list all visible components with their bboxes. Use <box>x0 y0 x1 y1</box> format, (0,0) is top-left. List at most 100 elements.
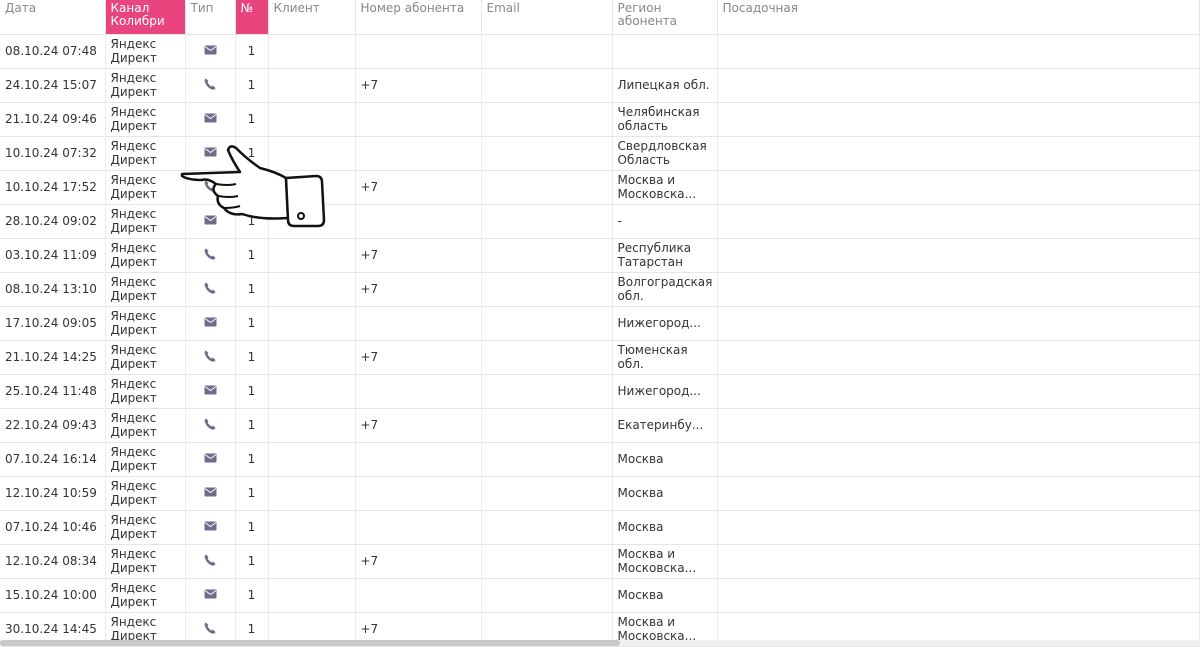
client-cell <box>268 34 356 69</box>
date-cell: 03.10.24 11:09 <box>0 238 106 273</box>
region-cell: Нижегород... <box>612 306 718 341</box>
count-cell: 1 <box>235 102 269 137</box>
column-header[interactable]: № <box>235 0 269 35</box>
column-header[interactable]: Посадочная <box>717 0 1200 35</box>
client-cell <box>268 408 356 443</box>
phone-icon <box>204 622 216 637</box>
table-row[interactable]: 03.10.24 11:09 Яндекс Директ 1 +7 Республика… <box>0 238 1200 273</box>
type-cell <box>185 476 236 511</box>
landing-cell <box>717 238 1200 273</box>
phone-icon <box>204 78 216 93</box>
email-cell <box>481 510 613 545</box>
email-cell <box>481 408 613 443</box>
type-cell <box>185 272 236 307</box>
email-cell <box>481 272 613 307</box>
column-header[interactable]: Клиент <box>268 0 356 35</box>
region-cell: Республика Татарстан <box>612 238 718 273</box>
table-row[interactable]: 08.10.24 13:10 Яндекс Директ 1 +7 Волгоградс… <box>0 272 1200 307</box>
mail-icon <box>204 384 217 398</box>
scrollbar-thumb[interactable] <box>0 640 620 646</box>
type-cell <box>185 544 236 579</box>
table-row[interactable]: 21.10.24 14:25 Яндекс Директ 1 +7 Тюменская … <box>0 340 1200 375</box>
channel-cell: Яндекс Директ <box>105 102 186 137</box>
column-header[interactable]: Регион абонента <box>612 0 718 35</box>
type-cell <box>185 510 236 545</box>
table-row[interactable]: 12.10.24 10:59 Яндекс Директ 1 Москва <box>0 476 1200 511</box>
phone-cell <box>355 102 482 137</box>
date-cell: 28.10.24 09:02 <box>0 204 106 239</box>
channel-cell: Яндекс Директ <box>105 238 186 273</box>
phone-icon <box>204 554 216 569</box>
region-cell: Челябинская область <box>612 102 718 137</box>
client-cell <box>268 510 356 545</box>
table-row[interactable]: 25.10.24 11:48 Яндекс Директ 1 Нижегород... <box>0 374 1200 409</box>
column-header[interactable]: Номер абонента <box>355 0 482 35</box>
region-cell: Тюменская обл. <box>612 340 718 375</box>
landing-cell <box>717 136 1200 171</box>
table-row[interactable]: 15.10.24 10:00 Яндекс Директ 1 Москва <box>0 578 1200 613</box>
table-row[interactable]: 21.10.24 09:46 Яндекс Директ 1 Челябинская … <box>0 102 1200 137</box>
landing-cell <box>717 306 1200 341</box>
count-cell: 1 <box>235 340 269 375</box>
scrollbar[interactable] <box>0 640 1200 646</box>
column-header[interactable]: Email <box>481 0 613 35</box>
type-cell <box>185 374 236 409</box>
table-row[interactable]: 17.10.24 09:05 Яндекс Директ 1 Нижегород... <box>0 306 1200 341</box>
phone-icon <box>204 350 216 365</box>
count-cell: 1 <box>235 68 269 103</box>
table-row[interactable]: 07.10.24 16:14 Яндекс Директ 1 Москва <box>0 442 1200 477</box>
email-cell <box>481 340 613 375</box>
landing-cell <box>717 34 1200 69</box>
landing-cell <box>717 340 1200 375</box>
landing-cell <box>717 102 1200 137</box>
phone-cell: +7 <box>355 408 482 443</box>
column-header[interactable]: Тип <box>185 0 236 35</box>
table-row[interactable]: 28.10.24 09:02 Яндекс Директ 1- <box>0 204 1200 239</box>
table-row[interactable]: 22.10.24 09:43 Яндекс Директ 1 +7 Екатеринбу… <box>0 408 1200 443</box>
channel-cell: Яндекс Директ <box>105 204 186 239</box>
email-cell <box>481 476 613 511</box>
phone-cell <box>355 34 482 69</box>
table-row[interactable]: 12.10.24 08:34 Яндекс Директ 1 +7 Москва и М… <box>0 544 1200 579</box>
table-row[interactable]: 08.10.24 07:48 Яндекс Директ 1 <box>0 34 1200 69</box>
client-cell <box>268 102 356 137</box>
type-cell <box>185 238 236 273</box>
type-cell <box>185 578 236 613</box>
phone-cell <box>355 476 482 511</box>
phone-cell <box>355 306 482 341</box>
channel-cell: Яндекс Директ <box>105 68 186 103</box>
phone-cell <box>355 442 482 477</box>
column-header[interactable]: Канал Колибри <box>105 0 186 35</box>
email-cell <box>481 68 613 103</box>
mail-icon <box>204 486 217 500</box>
client-cell <box>268 544 356 579</box>
type-cell <box>185 340 236 375</box>
date-cell: 08.10.24 13:10 <box>0 272 106 307</box>
landing-cell <box>717 544 1200 579</box>
table-row[interactable]: 07.10.24 10:46 Яндекс Директ 1 Москва <box>0 510 1200 545</box>
date-cell: 08.10.24 07:48 <box>0 34 106 69</box>
channel-cell: Яндекс Директ <box>105 476 186 511</box>
phone-icon <box>204 248 216 263</box>
count-cell: 1 <box>235 408 269 443</box>
region-cell: Москва и Московска... <box>612 170 718 205</box>
type-cell <box>185 68 236 103</box>
date-cell: 12.10.24 08:34 <box>0 544 106 579</box>
phone-icon <box>204 282 216 297</box>
hand-cursor <box>180 145 326 228</box>
email-cell <box>481 578 613 613</box>
table-row[interactable]: 24.10.24 15:07 Яндекс Директ 1 +7 Липецкая о… <box>0 68 1200 103</box>
phone-cell <box>355 136 482 171</box>
count-cell: 1 <box>235 272 269 307</box>
channel-cell: Яндекс Директ <box>105 510 186 545</box>
date-cell: 10.10.24 07:32 <box>0 136 106 171</box>
column-header[interactable]: Дата <box>0 0 106 35</box>
channel-cell: Яндекс Директ <box>105 408 186 443</box>
client-cell <box>268 578 356 613</box>
landing-cell <box>717 408 1200 443</box>
count-cell: 1 <box>235 544 269 579</box>
client-cell <box>268 272 356 307</box>
table-row[interactable]: 10.10.24 07:32 Яндекс Директ 1 Свердловская… <box>0 136 1200 171</box>
landing-cell <box>717 510 1200 545</box>
